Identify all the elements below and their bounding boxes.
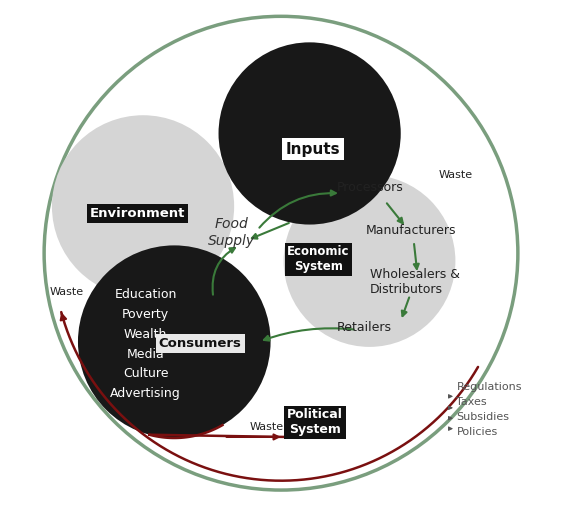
Text: Education: Education xyxy=(115,288,177,301)
Text: Environment: Environment xyxy=(90,207,185,220)
Text: Manufacturers: Manufacturers xyxy=(365,224,456,238)
Text: Wholesalers &
Distributors: Wholesalers & Distributors xyxy=(369,268,460,296)
Text: Consumers: Consumers xyxy=(159,337,242,350)
Circle shape xyxy=(52,115,234,298)
Text: Food
Supply: Food Supply xyxy=(208,217,255,248)
Text: Economic
System: Economic System xyxy=(287,245,350,274)
Text: Inputs: Inputs xyxy=(286,141,341,157)
Text: Processors: Processors xyxy=(337,181,404,194)
Circle shape xyxy=(284,175,455,347)
Text: Retailers: Retailers xyxy=(337,321,392,334)
Text: Poverty: Poverty xyxy=(122,308,169,321)
Circle shape xyxy=(219,42,401,224)
Text: Political
System: Political System xyxy=(287,408,343,436)
Text: Media: Media xyxy=(127,348,165,361)
Circle shape xyxy=(78,245,270,438)
Text: Waste: Waste xyxy=(438,170,473,180)
Text: Regulations
Taxes
Subsidies
Policies: Regulations Taxes Subsidies Policies xyxy=(456,382,522,436)
Text: Culture: Culture xyxy=(123,367,169,381)
Circle shape xyxy=(44,16,518,490)
Text: Waste: Waste xyxy=(250,422,284,432)
Text: Advertising: Advertising xyxy=(110,387,181,400)
Text: Waste: Waste xyxy=(49,287,84,297)
Text: Wealth: Wealth xyxy=(124,328,167,341)
